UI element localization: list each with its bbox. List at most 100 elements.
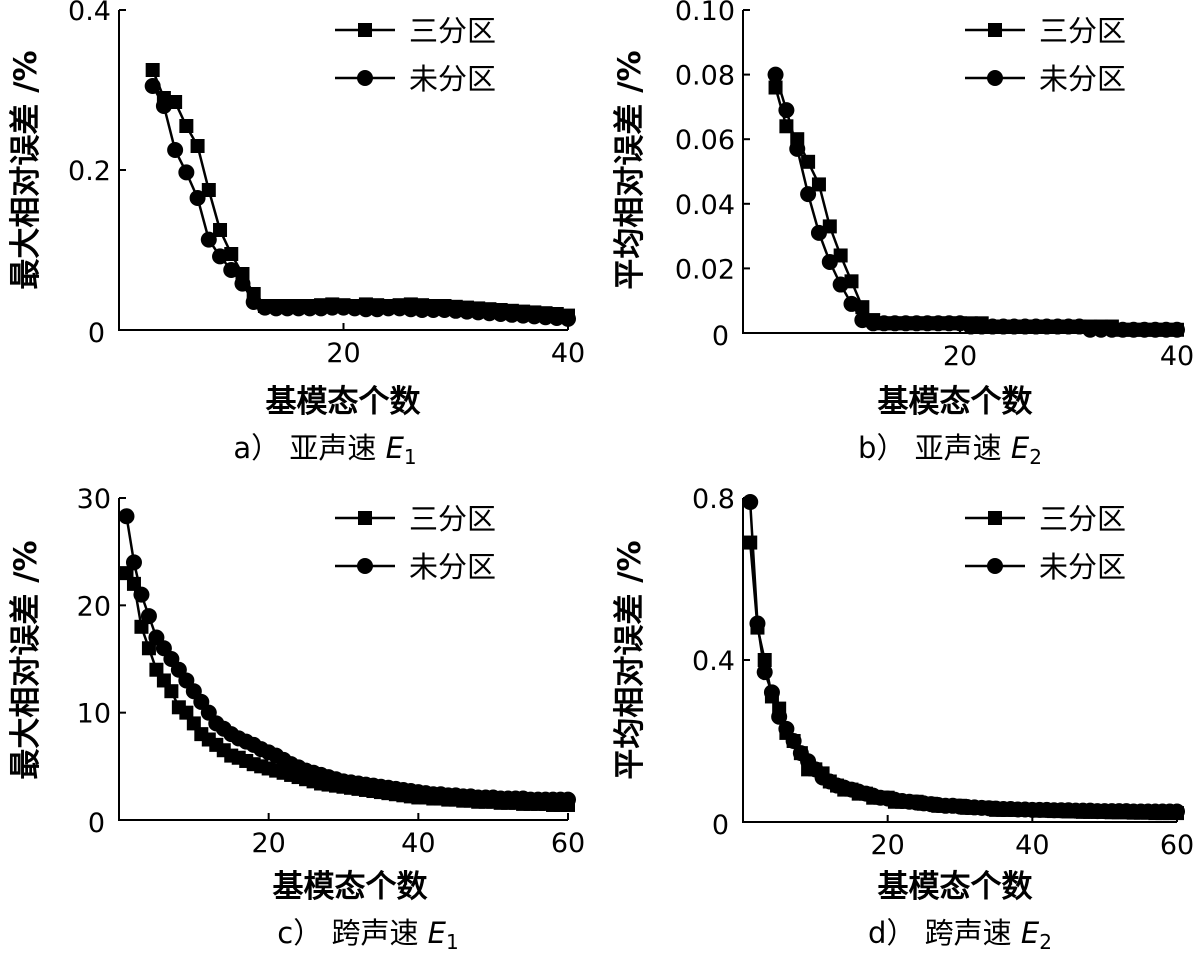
data-point xyxy=(811,177,826,192)
data-point xyxy=(756,664,773,681)
data-point xyxy=(125,554,142,571)
y-axis-label: 最大相对误差 /% xyxy=(8,50,44,289)
caption-prefix: d） xyxy=(868,916,925,950)
legend-marker xyxy=(358,511,372,525)
series-no-zone xyxy=(767,66,1185,338)
y-axis-label: 平均相对误差 /% xyxy=(612,540,648,779)
origin-tick-label: 0 xyxy=(712,321,729,352)
x-axis-label: 基模态个数 xyxy=(878,384,1033,420)
data-point xyxy=(179,119,194,133)
panel-caption: d） 跨声速 E2 xyxy=(868,916,1052,954)
y-axis-label: 平均相对误差 /% xyxy=(612,50,648,289)
legend-label: 未分区 xyxy=(1039,62,1126,96)
caption-text: 亚声速 xyxy=(915,431,1011,465)
caption-text: 亚声速 xyxy=(289,431,385,465)
data-point xyxy=(179,705,194,720)
y-tick-label: 10 xyxy=(77,699,111,730)
x-tick-label: 20 xyxy=(870,830,904,861)
caption-text: 跨声速 xyxy=(331,916,427,950)
caption-subscript: 1 xyxy=(446,930,459,954)
legend-label: 未分区 xyxy=(409,550,496,584)
legend-label: 三分区 xyxy=(1039,502,1126,536)
data-point xyxy=(290,300,307,317)
y-tick-label: 20 xyxy=(77,591,111,622)
legend-marker xyxy=(988,511,1002,525)
data-point xyxy=(778,102,795,119)
data-point xyxy=(560,310,576,327)
data-point xyxy=(843,295,860,312)
data-point xyxy=(414,302,431,318)
panel-caption: c） 跨声速 E1 xyxy=(277,916,458,954)
data-point xyxy=(743,535,758,550)
y-tick-label: 0.4 xyxy=(68,0,111,27)
data-point xyxy=(767,66,784,83)
series-three-zone xyxy=(145,63,575,323)
data-point xyxy=(560,791,576,808)
caption-variable: E xyxy=(1011,431,1030,465)
data-point xyxy=(279,300,296,317)
data-point xyxy=(324,299,341,316)
data-point xyxy=(118,508,135,525)
axes xyxy=(118,10,568,331)
data-point xyxy=(190,139,205,153)
caption-subscript: 2 xyxy=(1029,445,1042,469)
data-point xyxy=(141,641,156,656)
legend-item: 三分区 xyxy=(965,14,1126,48)
x-axis-label: 基模态个数 xyxy=(878,869,1033,905)
data-point xyxy=(380,300,397,317)
legend-marker xyxy=(988,23,1002,37)
y-tick-label: 0.08 xyxy=(675,61,735,92)
data-point xyxy=(201,183,216,197)
data-point xyxy=(771,708,788,725)
legend-item: 未分区 xyxy=(335,62,496,96)
caption-prefix: c） xyxy=(277,916,331,950)
x-axis-label: 基模态个数 xyxy=(273,869,428,905)
legend-marker xyxy=(987,70,1003,86)
legend-item: 未分区 xyxy=(965,62,1126,96)
axes xyxy=(118,498,568,821)
x-tick-label: 20 xyxy=(251,828,285,859)
legend-label: 三分区 xyxy=(1039,14,1126,48)
data-point xyxy=(212,248,229,265)
x-tick-label: 60 xyxy=(551,828,585,859)
caption-subscript: 1 xyxy=(404,445,417,469)
data-point xyxy=(357,301,374,318)
x-tick-label: 40 xyxy=(551,338,585,369)
data-point xyxy=(749,615,766,632)
caption-variable: E xyxy=(1021,916,1040,950)
data-point xyxy=(186,716,201,731)
legend-item: 三分区 xyxy=(335,14,496,48)
x-tick-label: 40 xyxy=(1015,830,1049,861)
data-point xyxy=(189,190,206,206)
legend-item: 未分区 xyxy=(335,550,496,584)
series-no-zone xyxy=(118,508,576,808)
legend-marker xyxy=(357,70,373,86)
data-point xyxy=(800,186,817,203)
legend-item: 三分区 xyxy=(965,502,1126,536)
series-no-zone xyxy=(144,78,576,327)
data-point xyxy=(268,300,285,317)
legend-label: 三分区 xyxy=(409,14,496,48)
data-point xyxy=(213,223,228,237)
data-point xyxy=(821,253,838,270)
y-tick-label: 0.2 xyxy=(68,156,111,187)
series-line xyxy=(125,515,568,801)
origin-tick-label: 0 xyxy=(88,318,105,349)
legend-label: 未分区 xyxy=(409,62,496,96)
caption-prefix: a） xyxy=(233,431,289,465)
y-tick-label: 0.06 xyxy=(675,125,735,156)
data-point xyxy=(234,275,251,292)
data-point xyxy=(178,164,195,181)
data-point xyxy=(832,276,849,293)
series-line xyxy=(774,74,1177,332)
data-point xyxy=(301,300,318,317)
y-tick-label: 0.02 xyxy=(675,254,735,285)
caption-variable: E xyxy=(428,916,447,950)
y-tick-label: 30 xyxy=(77,484,111,515)
y-tick-label: 0.04 xyxy=(675,190,735,221)
data-point xyxy=(149,662,164,677)
legend-item: 三分区 xyxy=(335,502,496,536)
data-point xyxy=(1169,803,1185,820)
